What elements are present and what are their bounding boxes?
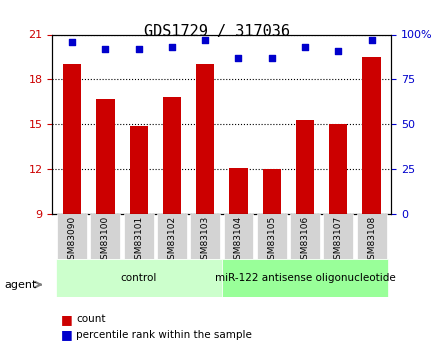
Bar xyxy=(196,65,214,214)
FancyBboxPatch shape xyxy=(56,259,221,297)
Bar xyxy=(162,97,181,214)
FancyBboxPatch shape xyxy=(90,214,120,259)
Text: GSM83103: GSM83103 xyxy=(200,216,209,265)
FancyBboxPatch shape xyxy=(221,259,387,297)
Text: ■: ■ xyxy=(61,328,72,341)
Text: GSM83100: GSM83100 xyxy=(101,216,110,265)
FancyBboxPatch shape xyxy=(223,214,253,259)
Bar xyxy=(229,168,247,214)
Bar xyxy=(63,65,81,214)
Point xyxy=(301,44,308,50)
FancyBboxPatch shape xyxy=(356,214,386,259)
Text: control: control xyxy=(120,273,157,283)
FancyBboxPatch shape xyxy=(190,214,220,259)
Text: GSM83105: GSM83105 xyxy=(266,216,276,265)
Text: count: count xyxy=(76,314,105,324)
Text: GSM83104: GSM83104 xyxy=(233,216,243,265)
Bar xyxy=(96,99,114,214)
Point xyxy=(135,46,142,52)
Text: GSM83090: GSM83090 xyxy=(68,216,76,265)
Point xyxy=(102,46,108,52)
FancyBboxPatch shape xyxy=(289,214,319,259)
Text: GSM83106: GSM83106 xyxy=(300,216,309,265)
Bar xyxy=(329,124,347,214)
Text: GSM83101: GSM83101 xyxy=(134,216,143,265)
Point xyxy=(367,37,374,43)
FancyBboxPatch shape xyxy=(322,214,352,259)
Bar xyxy=(262,169,280,214)
Point xyxy=(234,55,241,61)
Point xyxy=(334,48,341,53)
Bar xyxy=(129,126,148,214)
Text: miR-122 antisense oligonucleotide: miR-122 antisense oligonucleotide xyxy=(214,273,395,283)
Bar xyxy=(362,57,380,214)
Text: ■: ■ xyxy=(61,313,72,326)
Text: agent: agent xyxy=(4,280,36,289)
Point xyxy=(268,55,275,61)
FancyBboxPatch shape xyxy=(123,214,153,259)
Point xyxy=(69,39,76,45)
Text: percentile rank within the sample: percentile rank within the sample xyxy=(76,330,251,339)
FancyBboxPatch shape xyxy=(157,214,187,259)
Text: GSM83102: GSM83102 xyxy=(167,216,176,265)
FancyBboxPatch shape xyxy=(256,214,286,259)
Text: GSM83107: GSM83107 xyxy=(333,216,342,265)
Text: GSM83108: GSM83108 xyxy=(366,216,375,265)
Point xyxy=(168,44,175,50)
Text: GDS1729 / 317036: GDS1729 / 317036 xyxy=(144,24,290,39)
Point xyxy=(201,37,208,43)
FancyBboxPatch shape xyxy=(57,214,87,259)
Bar xyxy=(295,120,313,214)
